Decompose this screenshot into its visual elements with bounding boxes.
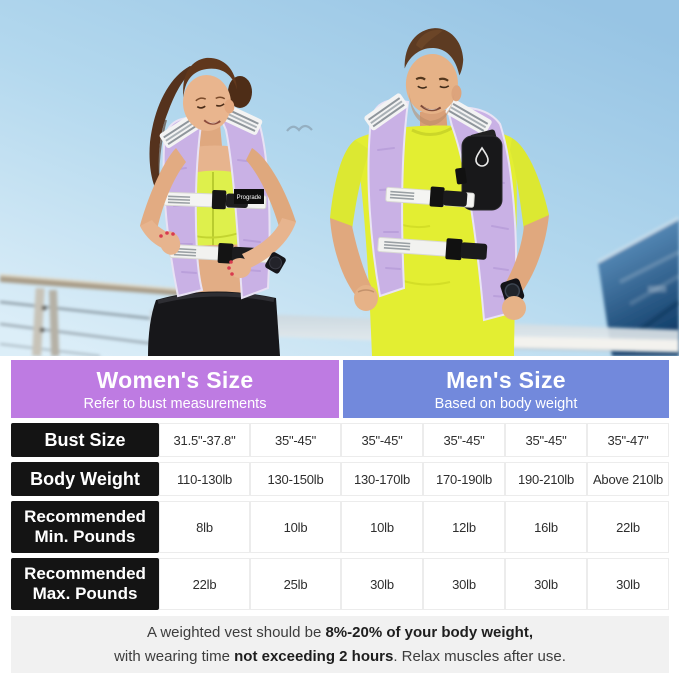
brand-tag: Prograde: [234, 189, 264, 204]
bust-size-cell: 35"-45": [423, 423, 505, 457]
man-head: [404, 28, 464, 126]
body-weight-cell: 110-130lb: [159, 462, 250, 496]
vest-strap: [377, 237, 488, 261]
size-chart-table: Women's Size Refer to bust measurements …: [11, 360, 669, 610]
woman-figure: Prograde: [140, 57, 296, 356]
seagull-icon: [286, 124, 313, 132]
buckle: [445, 238, 463, 261]
usage-note-line-1: A weighted vest should be 8%-20% of your…: [147, 621, 533, 645]
body-weight-cell: 130-150lb: [250, 462, 341, 496]
men-size-subtitle: Based on body weight: [434, 395, 578, 412]
body-weight-cell: 190-210lb: [505, 462, 587, 496]
note-text: with wearing time: [114, 647, 235, 665]
min-pounds-cell: 22lb: [587, 501, 669, 553]
man-figure: [330, 28, 549, 356]
row-header-bust-size: Bust Size: [11, 423, 159, 457]
note-bold-text: 8%-20% of your body weight,: [325, 623, 533, 641]
body-weight-cell: 130-170lb: [341, 462, 423, 496]
reflective-trim: [445, 99, 492, 135]
body-weight-cell: Above 210lb: [587, 462, 669, 496]
max-pounds-cell: 30lb: [587, 558, 669, 610]
note-text: A weighted vest should be: [147, 623, 326, 641]
max-pounds-cell: 25lb: [250, 558, 341, 610]
note-text: . Relax muscles after use.: [393, 647, 566, 665]
men-size-title: Men's Size: [446, 366, 566, 393]
woman-shorts: [148, 291, 280, 356]
min-pounds-cell: 8lb: [159, 501, 250, 553]
women-size-title: Women's Size: [96, 366, 254, 393]
phone-pouch: [455, 129, 503, 211]
bust-size-cell: 35"-47": [587, 423, 669, 457]
bust-size-cell: 35"-45": [341, 423, 423, 457]
max-pounds-cell: 30lb: [341, 558, 423, 610]
bust-size-cell: 31.5"-37.8": [159, 423, 250, 457]
usage-note: A weighted vest should be 8%-20% of your…: [11, 616, 669, 673]
max-pounds-cell: 30lb: [423, 558, 505, 610]
woman-watch: [265, 252, 286, 274]
bust-size-cell: 35"-45": [505, 423, 587, 457]
women-size-subtitle: Refer to bust measurements: [83, 395, 267, 412]
reflective-trim: [364, 93, 408, 131]
note-bold-text: not exceeding 2 hours: [234, 647, 394, 665]
woman-head: [182, 57, 238, 131]
svg-text:Prograde: Prograde: [237, 195, 262, 201]
weighted-vest-man: [364, 93, 518, 322]
usage-note-line-2: with wearing time not exceeding 2 hours.…: [114, 645, 566, 669]
min-pounds-cell: 12lb: [423, 501, 505, 553]
buckle: [217, 243, 234, 264]
women-size-header: Women's Size Refer to bust measurements: [11, 360, 339, 418]
min-pounds-cell: 10lb: [250, 501, 341, 553]
min-pounds-cell: 16lb: [505, 501, 587, 553]
vest-strap: [385, 186, 475, 208]
water-drop-icon: [475, 146, 489, 167]
buckle: [211, 189, 227, 210]
glass-building: [597, 216, 679, 356]
row-header-recommended-max-pounds: Recommended Max. Pounds: [11, 558, 159, 610]
hero-photo: Prograde: [0, 0, 679, 356]
max-pounds-cell: 30lb: [505, 558, 587, 610]
men-size-header: Men's Size Based on body weight: [343, 360, 669, 418]
bust-size-cell: 35"-45": [250, 423, 341, 457]
row-header-recommended-min-pounds: Recommended Min. Pounds: [11, 501, 159, 553]
min-pounds-cell: 10lb: [341, 501, 423, 553]
row-header-body-weight: Body Weight: [11, 462, 159, 496]
buckle: [429, 186, 445, 208]
body-weight-cell: 170-190lb: [423, 462, 505, 496]
max-pounds-cell: 22lb: [159, 558, 250, 610]
